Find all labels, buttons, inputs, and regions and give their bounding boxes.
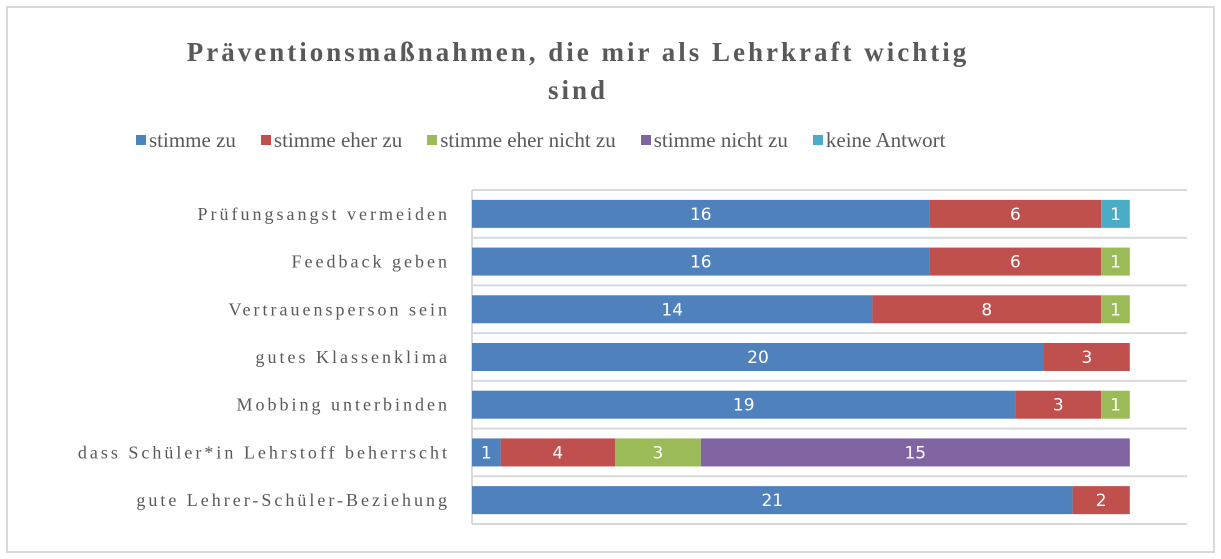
bar-segment-stimme-eher-zu bbox=[1015, 390, 1102, 419]
data-label: 1 bbox=[1110, 253, 1121, 273]
bar-segment-stimme-eher-nicht-zu bbox=[1101, 247, 1130, 276]
data-label: 3 bbox=[1081, 348, 1092, 368]
category-tick-label: Vertrauensperson sein bbox=[229, 299, 450, 319]
legend-swatch bbox=[812, 135, 823, 145]
chart-title-line-2: sind bbox=[547, 75, 609, 105]
data-label: 1 bbox=[1110, 396, 1121, 416]
legend-label: stimme zu bbox=[149, 127, 236, 152]
bar-segment-stimme-eher-zu bbox=[929, 199, 1102, 228]
data-label: 19 bbox=[733, 396, 755, 416]
legend-label: stimme eher zu bbox=[273, 127, 403, 152]
data-label: 2 bbox=[1096, 491, 1107, 511]
data-label: 0 bbox=[1130, 300, 1141, 320]
chart-legend: stimme zu stimme eher zu stimme eher nic… bbox=[136, 127, 970, 153]
legend-item-stimme-eher-zu: stimme eher zu bbox=[260, 127, 403, 153]
data-label: 0 bbox=[1130, 443, 1141, 463]
data-label: 16 bbox=[690, 253, 712, 273]
legend-item-stimme-nicht-zu: stimme nicht zu bbox=[640, 127, 788, 153]
data-label: 1 bbox=[481, 443, 492, 463]
legend-label: stimme eher nicht zu bbox=[440, 127, 616, 152]
data-label: 3 bbox=[1053, 396, 1064, 416]
chart-title: Präventionsmaßnahmen, die mir als Lehrkr… bbox=[0, 33, 1156, 109]
data-label: 0 bbox=[1130, 253, 1141, 273]
legend-label: keine Antwort bbox=[825, 127, 946, 152]
legend-swatch bbox=[136, 135, 146, 145]
legend-swatch bbox=[427, 135, 438, 145]
bar-segment-stimme-eher-nicht-zu bbox=[1101, 390, 1130, 419]
data-label: 4 bbox=[552, 443, 563, 463]
data-label: 8 bbox=[981, 300, 992, 320]
category-tick-label: dass Schüler*in Lehrstoff beherrscht bbox=[78, 442, 450, 462]
bar-segment-stimme-zu bbox=[472, 199, 930, 228]
bar-segment-stimme-eher-zu bbox=[929, 247, 1102, 276]
bar-segment-stimme-nicht-zu bbox=[700, 438, 1130, 467]
legend-item-keine-antwort: keine Antwort bbox=[812, 127, 946, 153]
bar-segment-stimme-zu bbox=[472, 486, 1073, 515]
data-label: 16 bbox=[690, 205, 712, 225]
bar-segment-stimme-zu bbox=[472, 247, 930, 276]
category-tick-label: Feedback geben bbox=[292, 252, 450, 272]
data-label: 0 bbox=[1130, 491, 1141, 511]
bar-segment-stimme-eher-zu bbox=[1044, 343, 1130, 371]
chart-title-line-1: Präventionsmaßnahmen, die mir als Lehrkr… bbox=[186, 37, 970, 67]
bar-segment-stimme-eher-zu bbox=[1072, 486, 1130, 515]
data-label: 1 bbox=[1110, 300, 1121, 320]
bar-segment-stimme-zu bbox=[472, 438, 501, 467]
bar-segment-stimme-zu bbox=[472, 390, 1016, 419]
data-label: 1 bbox=[1110, 205, 1121, 225]
data-label: 3 bbox=[652, 443, 663, 463]
category-tick-label: gute Lehrer-Schüler-Beziehung bbox=[136, 490, 450, 510]
legend-item-stimme-eher-nicht-zu: stimme eher nicht zu bbox=[427, 128, 616, 153]
category-tick-label: Prüfungsangst vermeiden bbox=[198, 204, 450, 224]
data-label: 21 bbox=[761, 491, 783, 511]
data-label: 14 bbox=[661, 300, 683, 320]
legend-item-stimme-zu: stimme zu bbox=[136, 128, 236, 153]
data-label: 0 bbox=[1130, 348, 1141, 368]
bar-segment-stimme-zu bbox=[472, 295, 873, 324]
data-label: 6 bbox=[1010, 253, 1021, 273]
bar-segment-keine-Antwort bbox=[1101, 199, 1130, 228]
legend-swatch bbox=[260, 135, 271, 145]
bar-segment-stimme-eher-zu bbox=[500, 438, 615, 467]
legend-swatch bbox=[640, 135, 651, 145]
legend-label: stimme nicht zu bbox=[653, 127, 788, 152]
bar-segment-stimme-zu bbox=[472, 343, 1044, 371]
data-label: 15 bbox=[904, 443, 926, 463]
category-tick-label: Mobbing unterbinden bbox=[237, 395, 450, 415]
data-label: 6 bbox=[1010, 205, 1021, 225]
data-label: 20 bbox=[747, 348, 769, 368]
bar-segment-stimme-eher-nicht-zu bbox=[1101, 295, 1130, 324]
bar-segment-stimme-eher-zu bbox=[872, 295, 1102, 324]
data-label: 0 bbox=[1130, 396, 1141, 416]
category-tick-label: gutes Klassenklima bbox=[256, 347, 450, 367]
bar-segment-stimme-eher-nicht-zu bbox=[615, 438, 701, 467]
